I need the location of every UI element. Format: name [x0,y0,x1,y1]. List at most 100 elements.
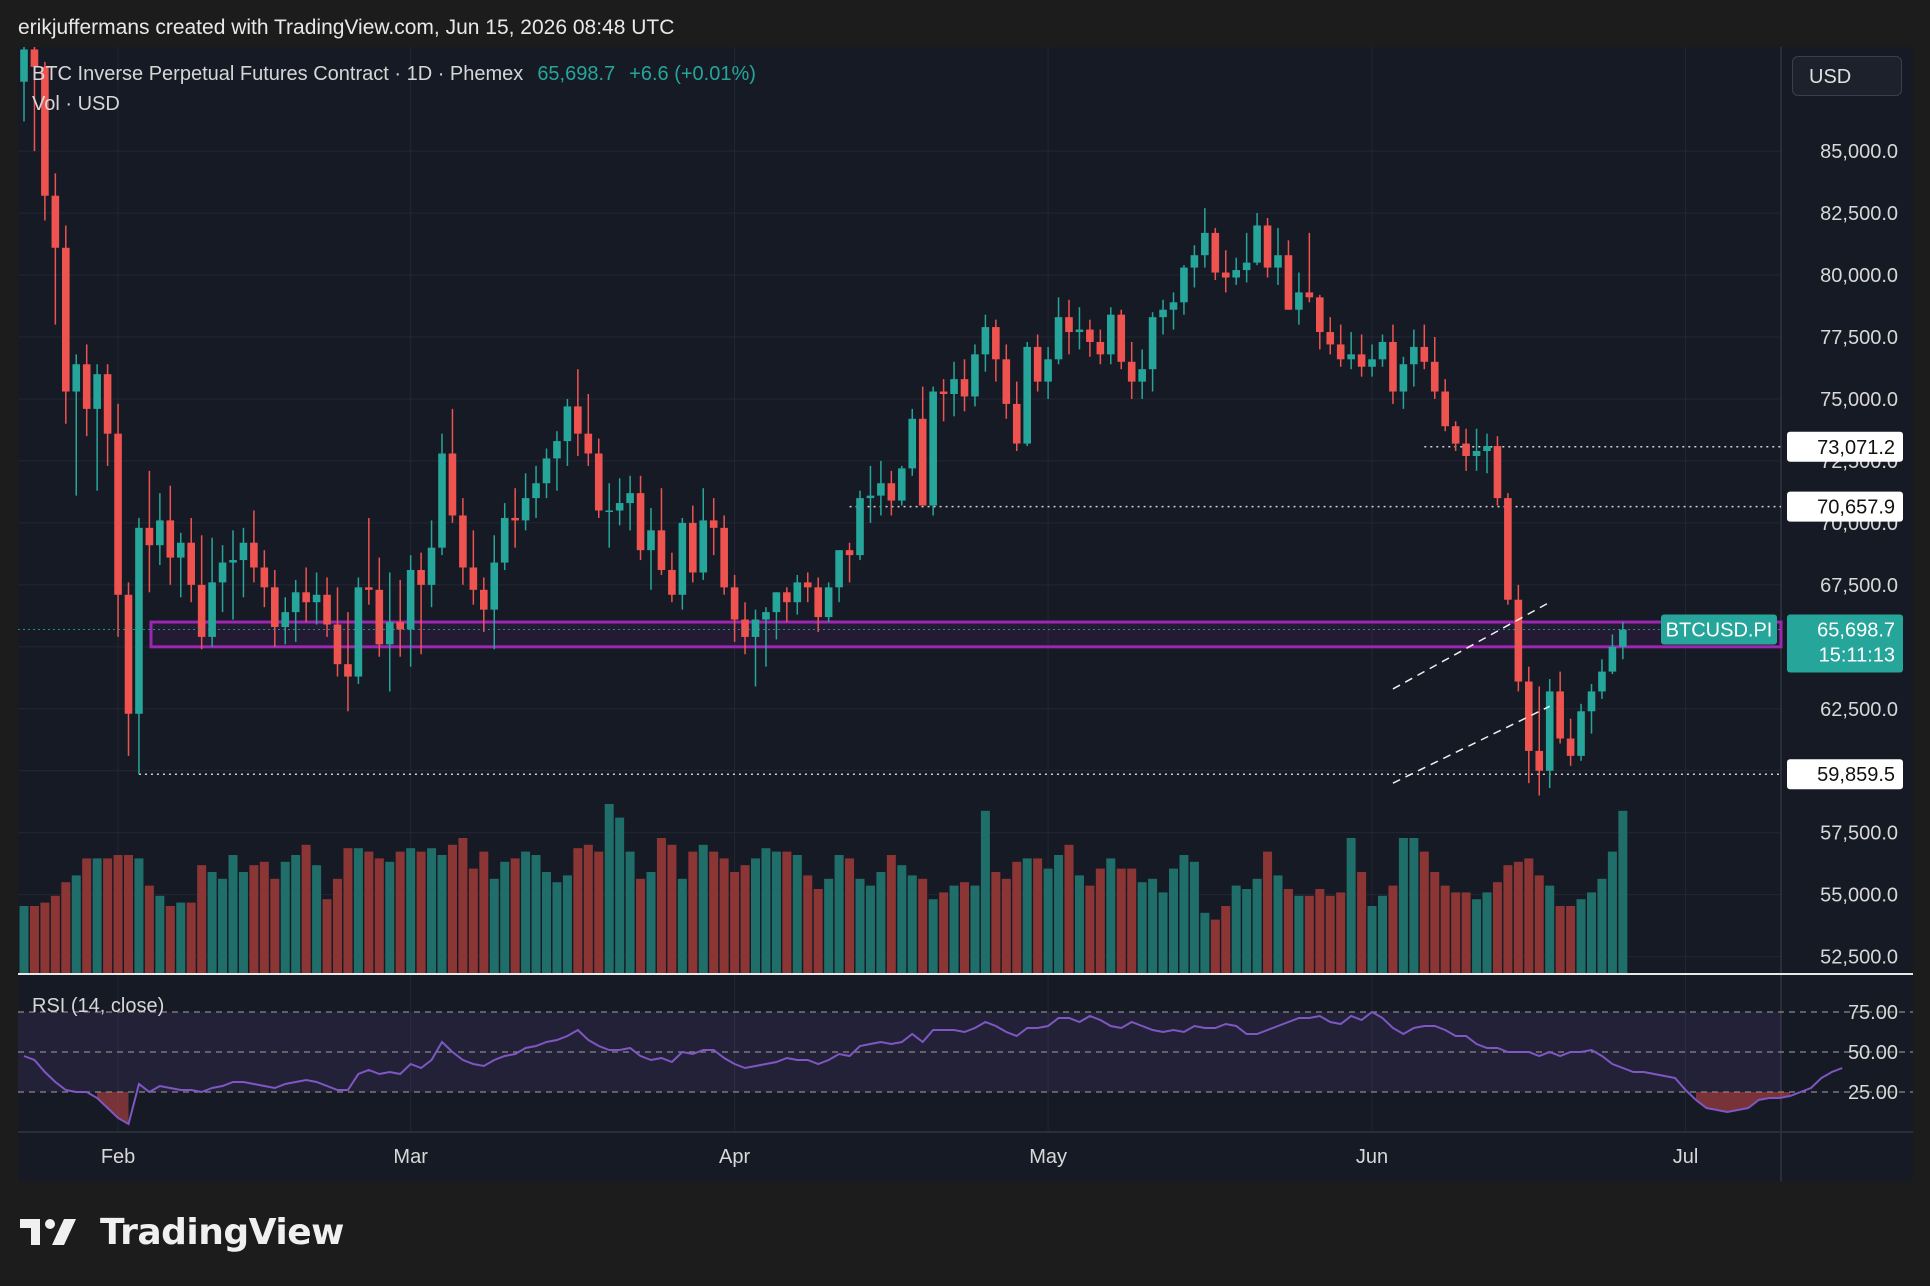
candle-body [1117,314,1126,362]
volume-bar [625,851,635,974]
volume-label[interactable]: Vol · USD [32,93,120,115]
volume-bar [479,851,489,974]
level-price-tag: 70,657.9 [1787,491,1903,522]
time-axis: Feb Mar Apr May Jun Jul [101,1146,1699,1168]
candle-body [981,327,990,355]
volume-bar [1482,892,1492,974]
volume-bar [280,861,290,974]
price-tick-label: 85,000.0 [1820,141,1898,163]
candle-body [1462,443,1470,456]
candle-body [375,589,384,645]
channel-line-lower [1392,705,1551,784]
level-price-tag: 73,071.2 [1787,431,1903,462]
candle-body [793,582,802,603]
candle-body [396,622,404,630]
volume-bar [1231,885,1241,974]
price-tag-countdown: 15:11:13 [1819,644,1895,666]
volume-bar [103,858,113,974]
candle-body [1389,341,1397,392]
tradingview-brand[interactable]: TradingView [20,1210,344,1254]
volume-bar [1534,875,1544,974]
candle-body [1399,364,1408,392]
candle-body [208,582,216,637]
level-tag-label: 73,071.2 [1817,437,1895,459]
volume-bar [980,810,990,974]
candle-body [124,594,133,714]
rsi-tick-label: 25.00 [1848,1082,1898,1104]
volume-bar [176,902,186,974]
candle-body [1190,255,1199,268]
time-tick-label: Jul [1673,1146,1699,1168]
volume-bar [855,878,865,974]
symbol-legend[interactable]: BTC Inverse Perpetual Futures Contract ·… [32,63,770,86]
volume-bar [792,855,802,974]
chart-panel[interactable]: 85,000.0 82,500.0 80,000.0 77,500.0 75,000.0… [18,47,1913,1181]
price-tick-label: 55,000.0 [1820,885,1898,907]
volume-bar [1095,868,1105,974]
candle-body [156,520,164,546]
candle-body [1535,750,1544,771]
symbol-title[interactable]: BTC Inverse Perpetual Futures Contract ·… [32,63,524,85]
candle-body [427,547,436,585]
candle-body [584,433,593,454]
volume-bar [155,895,165,974]
volume-bar [1116,868,1126,974]
volume-bar [688,851,698,974]
volume-bar [594,851,604,974]
volume-bar [165,906,175,974]
volume-bar [1597,878,1607,974]
volume-bar [1179,855,1189,974]
volume-bar [1492,882,1502,974]
rsi-legend[interactable]: RSI (14, close) [32,995,165,1017]
candle-body [302,592,310,603]
candle-body [1295,292,1303,310]
rsi-pane: 75.00 50.00 25.00 [18,1002,1913,1126]
brand-name: TradingView [100,1211,344,1253]
candle-body [626,493,634,504]
volume-bar [1607,851,1617,974]
candle-body [469,567,478,590]
volume-bar [437,855,447,974]
volume-bar [1419,851,1429,974]
candle-body [365,587,373,590]
volume-bar [113,855,123,974]
volume-bar [677,878,687,974]
volume-bar [740,865,750,974]
candle-body [814,587,822,618]
volume-bar [1033,858,1043,974]
volume-bar [1513,861,1523,974]
volume-bar [1472,899,1482,974]
candle-body [166,520,175,558]
volume-bar [1283,889,1293,974]
volume-bar [656,838,666,974]
volume-bar [751,858,760,974]
volume-bar [134,858,144,974]
volume-legend[interactable]: Vol · USD [32,93,134,116]
volume-bar [1451,892,1461,974]
candle-body [1263,225,1272,268]
volume-bar [907,875,917,974]
candle-body [1420,346,1429,362]
candlestick-chart[interactable]: 85,000.0 82,500.0 80,000.0 77,500.0 75,000.0… [18,47,1913,1181]
candle-body [20,49,28,82]
candle-body [1357,354,1366,367]
volume-bar [531,855,541,974]
candle-body [1525,681,1533,751]
rsi-line [23,1010,1843,1126]
candle-body [542,458,551,484]
currency-button[interactable]: USD [1792,56,1902,96]
current-price-tag: BTCUSD.PI 65,698.7 15:11:13 [1661,614,1903,673]
volume-bar [468,868,478,974]
time-tick-label: Jun [1356,1146,1388,1168]
candle-body [1023,346,1031,444]
candle-body [887,483,896,501]
candle-body [239,542,248,561]
price-tick-label: 75,000.0 [1820,389,1898,411]
volume-bar [1524,858,1534,974]
symbol-tag-bg [1661,614,1777,645]
candle-body [1556,691,1564,739]
volume-bar [353,848,363,974]
candle-body [929,391,937,506]
candle-body [312,594,321,603]
volume-bar [991,872,1001,974]
